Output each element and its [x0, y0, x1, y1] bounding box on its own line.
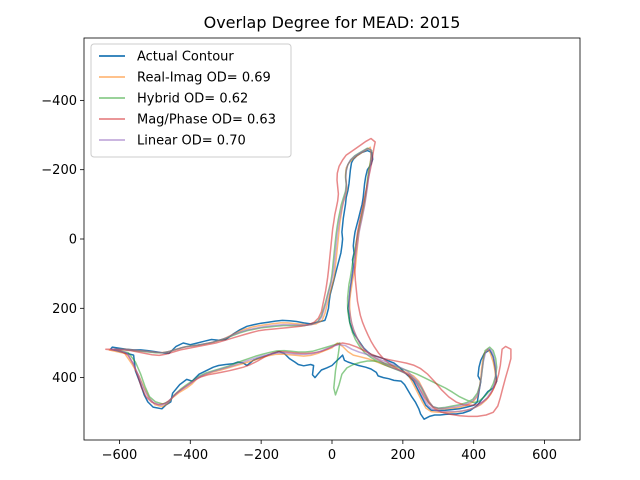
- legend-box: [90, 43, 292, 158]
- legend-label-3: Mag/Phase OD= 0.63: [137, 113, 276, 128]
- y-tick-label: −400: [41, 94, 77, 109]
- y-tick-label: −200: [41, 163, 77, 178]
- legend-label-0: Actual Contour: [137, 50, 234, 65]
- series-line-4: [110, 148, 497, 413]
- legend: Actual Contour Real-Imag OD= 0.69 Hybrid O…: [90, 43, 292, 158]
- legend-label-1: Real-Imag OD= 0.69: [137, 71, 271, 86]
- x-tick-label: −400: [172, 448, 208, 463]
- y-tick-label: 200: [52, 302, 77, 317]
- x-tick-label: −600: [102, 448, 138, 463]
- series-group: [105, 137, 512, 420]
- x-axis: −600 −400 −200 0 200 400 600: [102, 440, 557, 463]
- y-tick-label: 0: [69, 233, 77, 248]
- x-tick-label: 600: [532, 448, 557, 463]
- x-tick-label: 200: [390, 448, 415, 463]
- x-tick-label: 400: [461, 448, 486, 463]
- x-tick-label: 0: [328, 448, 336, 463]
- legend-label-2: Hybrid OD= 0.62: [137, 92, 248, 107]
- series-line-2: [113, 147, 498, 409]
- x-tick-label: −200: [243, 448, 279, 463]
- legend-label-4: Linear OD= 0.70: [137, 134, 246, 149]
- y-axis: −400 −200 0 200 400: [41, 94, 84, 386]
- plot-area: [83, 37, 581, 441]
- chart-title: Overlap Degree for MEAD: 2015: [204, 13, 461, 32]
- y-tick-label: 400: [52, 371, 77, 386]
